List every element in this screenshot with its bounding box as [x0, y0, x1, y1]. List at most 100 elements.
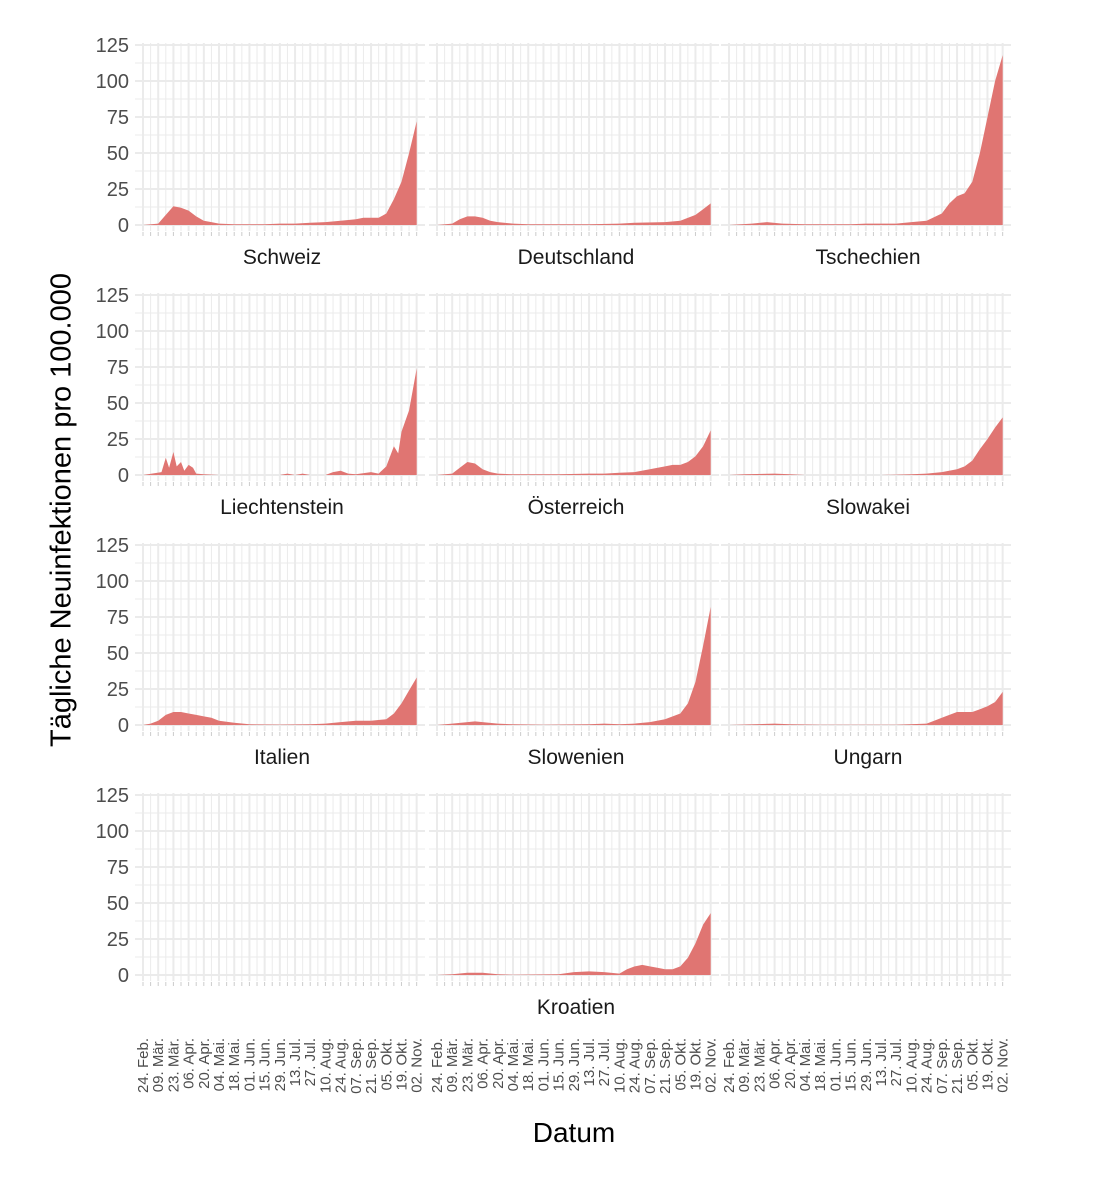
x-tick-label: 02. Nov.	[995, 1038, 1012, 1093]
x-tick-label: 13. Jul.	[287, 1038, 304, 1086]
x-tick-label: 07. Sep.	[642, 1038, 659, 1094]
x-tick-label: 13. Jul.	[581, 1038, 598, 1086]
x-axis-labels-col-3: 24. Feb.09. Mär.23. Mär.06. Apr.20. Apr.…	[721, 1038, 1012, 1094]
area-tschechien	[729, 55, 1003, 225]
x-tick-label: 24. Feb.	[721, 1038, 738, 1093]
panel-ungarn: Ungarn	[721, 543, 1011, 769]
facet-label: Ungarn	[834, 746, 903, 769]
y-tick-label: 125	[96, 285, 129, 307]
y-tick-label: 25	[107, 429, 129, 451]
x-tick-label: 29. Jun.	[858, 1038, 875, 1091]
x-tick-label: 21. Sep.	[949, 1038, 966, 1094]
x-tick-label: 19. Okt.	[688, 1038, 705, 1091]
x-tick-label: 09. Mär.	[150, 1038, 167, 1092]
panel-liechtenstein: 0 25 50 75 100 125 Liechtenstein	[96, 285, 425, 519]
x-tick-label: 20. Apr.	[782, 1038, 799, 1089]
y-tick-label: 0	[118, 465, 129, 487]
x-tick-label: 05. Okt.	[378, 1038, 395, 1091]
panel-empty-9: 0 25 50 75 100 125	[96, 785, 425, 987]
area-schweiz	[143, 121, 417, 225]
area-italien	[143, 677, 417, 725]
x-tick-label: 20. Apr.	[490, 1038, 507, 1089]
y-tick-label: 25	[107, 929, 129, 951]
panel-slowenien: Slowenien	[429, 543, 719, 769]
x-tick-label: 29. Jun.	[566, 1038, 583, 1091]
x-tick-label: 15. Jun.	[551, 1038, 568, 1091]
y-tick-label: 75	[107, 107, 129, 129]
x-tick-label: 15. Jun.	[257, 1038, 274, 1091]
facet-label: Österreich	[528, 496, 625, 519]
panel-tschechien: Tschechien	[721, 43, 1011, 269]
panel-deutschland: Deutschland	[429, 43, 719, 269]
y-tick-label: 125	[96, 785, 129, 807]
y-axis-title: Tägliche Neuinfektionen pro 100.000	[45, 273, 78, 747]
y-tick-label: 50	[107, 643, 129, 665]
x-tick-label: 15. Jun.	[843, 1038, 860, 1091]
x-tick-label: 05. Okt.	[964, 1038, 981, 1091]
facet-label: Slowakei	[826, 496, 910, 519]
x-tick-label: 29. Jun.	[272, 1038, 289, 1091]
x-tick-label: 18. Mai.	[520, 1038, 537, 1091]
x-tick-label: 01. Jun.	[535, 1038, 552, 1091]
x-tick-label: 09. Mär.	[444, 1038, 461, 1092]
x-tick-label: 07. Sep.	[348, 1038, 365, 1094]
y-tick-label: 25	[107, 679, 129, 701]
x-tick-label: 05. Okt.	[672, 1038, 689, 1091]
x-tick-label: 06. Apr.	[767, 1038, 784, 1089]
x-tick-label: 10. Aug.	[611, 1038, 628, 1093]
area-österreich	[437, 430, 711, 475]
x-tick-label: 02. Nov.	[703, 1038, 720, 1093]
x-tick-label: 04. Mai.	[797, 1038, 814, 1091]
x-tick-label: 01. Jun.	[241, 1038, 258, 1091]
x-tick-label: 24. Aug.	[333, 1038, 350, 1093]
x-axis-labels-col-1: 24. Feb.09. Mär.23. Mär.06. Apr.20. Apr.…	[135, 1038, 426, 1094]
facet-label: Slowenien	[528, 746, 625, 769]
y-tick-label: 100	[96, 321, 129, 343]
y-tick-label: 75	[107, 357, 129, 379]
y-tick-label: 50	[107, 143, 129, 165]
y-tick-label: 100	[96, 71, 129, 93]
area-slowenien	[437, 606, 711, 725]
y-tick-label: 50	[107, 393, 129, 415]
x-axis-title: Datum	[532, 1117, 616, 1148]
facet-label: Italien	[254, 746, 310, 769]
y-tick-label: 50	[107, 893, 129, 915]
x-tick-label: 27. Jul.	[596, 1038, 613, 1086]
x-tick-label: 10. Aug.	[317, 1038, 334, 1093]
y-tick-label: 125	[96, 535, 129, 557]
x-tick-label: 21. Sep.	[657, 1038, 674, 1094]
panel-schweiz: 0 25 50 75 100 125 Schweiz	[96, 35, 425, 269]
y-tick-label: 75	[107, 857, 129, 879]
facet-label: Deutschland	[518, 246, 635, 269]
x-tick-label: 24. Aug.	[919, 1038, 936, 1093]
x-tick-label: 18. Mai.	[812, 1038, 829, 1091]
area-slowakei	[729, 417, 1003, 475]
area-liechtenstein	[143, 368, 417, 475]
x-axis-labels-col-2: 24. Feb.09. Mär.23. Mär.06. Apr.20. Apr.…	[429, 1038, 720, 1094]
x-tick-label: 20. Apr.	[196, 1038, 213, 1089]
x-tick-label: 24. Aug.	[627, 1038, 644, 1093]
x-tick-label: 04. Mai.	[211, 1038, 228, 1091]
panel-österreich: Österreich	[429, 293, 719, 519]
y-tick-label: 25	[107, 179, 129, 201]
panel-kroatien: Kroatien	[429, 793, 719, 1019]
panel-italien: 0 25 50 75 100 125 Italien	[96, 535, 425, 769]
x-tick-label: 24. Feb.	[429, 1038, 446, 1093]
y-tick-label: 100	[96, 821, 129, 843]
y-tick-label: 125	[96, 35, 129, 57]
x-tick-label: 07. Sep.	[934, 1038, 951, 1094]
x-tick-label: 24. Feb.	[135, 1038, 152, 1093]
x-tick-label: 13. Jul.	[873, 1038, 890, 1086]
y-tick-label: 75	[107, 607, 129, 629]
x-tick-label: 27. Jul.	[888, 1038, 905, 1086]
facet-label: Schweiz	[243, 246, 321, 269]
x-tick-label: 23. Mär.	[751, 1038, 768, 1092]
facet-label: Tschechien	[815, 246, 920, 269]
y-tick-label: 100	[96, 571, 129, 593]
x-tick-label: 23. Mär.	[459, 1038, 476, 1092]
facet-label: Liechtenstein	[220, 496, 344, 519]
panel-slowakei: Slowakei	[721, 293, 1011, 519]
x-tick-label: 21. Sep.	[363, 1038, 380, 1094]
y-tick-label: 0	[118, 215, 129, 237]
